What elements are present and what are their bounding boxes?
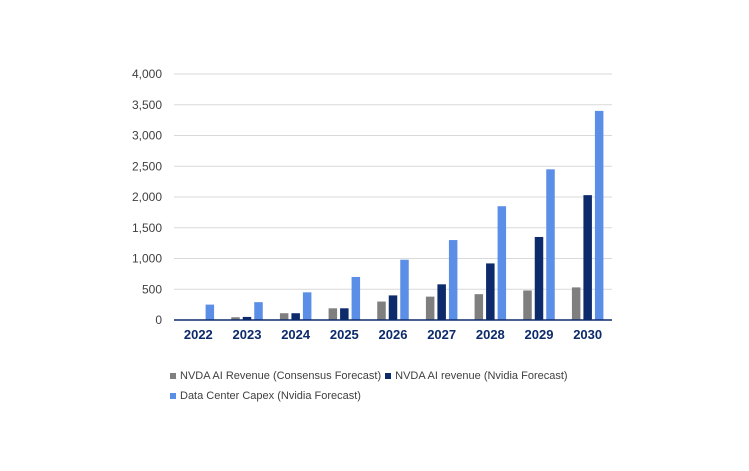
bar-2030-series-1 <box>583 195 592 320</box>
bar-2026-series-1 <box>388 295 398 320</box>
bar-2025-series-1 <box>340 308 349 320</box>
y-tick-label: 1,500 <box>132 221 162 235</box>
legend-row-1: NVDA AI Revenue (Consensus Forecast) NVD… <box>170 366 590 386</box>
bar-2025-series-2 <box>351 276 361 320</box>
legend-item-consensus: NVDA AI Revenue (Consensus Forecast) <box>170 370 381 382</box>
bar-2024-series-1 <box>291 313 300 320</box>
bar-2023-series-0 <box>231 317 240 320</box>
legend-label-consensus: NVDA AI Revenue (Consensus Forecast) <box>180 370 382 382</box>
legend-swatch-nvidia <box>385 373 392 379</box>
bar-2030-series-2 <box>594 110 604 321</box>
bar-2027-series-2 <box>448 240 458 320</box>
gridlines <box>174 73 612 290</box>
x-tick-label: 2026 <box>379 327 408 342</box>
bar-2023-series-2 <box>254 302 263 320</box>
y-tick-label: 2,000 <box>132 190 162 204</box>
bar-2029-series-0 <box>523 290 532 320</box>
x-tick-label: 2028 <box>476 327 505 342</box>
bar-2025-series-0 <box>328 308 338 320</box>
bar-2028-series-2 <box>497 206 507 320</box>
x-tick-label: 2027 <box>427 327 456 342</box>
x-tick-label: 2023 <box>233 327 262 342</box>
y-tick-label: 2,500 <box>132 159 162 173</box>
x-axis-ticks: 2022 2023 2024 2025 2026 2027 2028 2029 2030 <box>184 327 602 342</box>
y-tick-label: 4,000 <box>132 67 162 81</box>
legend-swatch-capex <box>170 393 176 399</box>
y-tick-label: 500 <box>142 282 162 296</box>
legend-swatch-consensus <box>170 373 176 379</box>
x-tick-label: 2030 <box>573 327 602 342</box>
y-axis-ticks: 0 500 1,000 1,500 2,000 2,500 3,000 3,500 4,000 <box>132 67 162 327</box>
y-tick-label: 1,000 <box>132 252 162 266</box>
bars <box>205 110 604 321</box>
y-tick-label: 3,000 <box>132 129 162 143</box>
bar-2026-series-2 <box>400 259 409 320</box>
bar-2030-series-0 <box>571 287 581 320</box>
bar-2026-series-0 <box>377 301 386 320</box>
bar-2028-series-0 <box>474 294 484 320</box>
y-tick-label: 3,500 <box>132 98 162 112</box>
x-tick-label: 2029 <box>525 327 554 342</box>
x-tick-label: 2025 <box>330 327 359 342</box>
bar-2027-series-0 <box>425 296 435 320</box>
bar-2028-series-1 <box>486 263 495 320</box>
legend-item-capex: Data Center Capex (Nvidia Forecast) <box>170 390 361 402</box>
x-tick-label: 2024 <box>281 327 311 342</box>
bar-2024-series-2 <box>302 292 312 320</box>
legend-item-nvidia: NVDA AI revenue (Nvidia Forecast) <box>385 370 568 382</box>
legend-row-2: Data Center Capex (Nvidia Forecast) <box>170 386 590 406</box>
x-tick-label: 2022 <box>184 327 213 342</box>
legend: NVDA AI Revenue (Consensus Forecast) NVD… <box>170 366 590 406</box>
bar-2022-series-2 <box>205 304 215 320</box>
legend-label-capex: Data Center Capex (Nvidia Forecast) <box>180 390 361 402</box>
bar-2027-series-1 <box>437 284 446 320</box>
bar-2029-series-1 <box>534 236 544 320</box>
bar-2029-series-2 <box>546 169 555 320</box>
legend-label-nvidia: NVDA AI revenue (Nvidia Forecast) <box>395 370 568 382</box>
bar-2023-series-1 <box>242 316 252 320</box>
y-tick-label: 0 <box>155 313 162 327</box>
bar-2024-series-0 <box>279 313 289 320</box>
